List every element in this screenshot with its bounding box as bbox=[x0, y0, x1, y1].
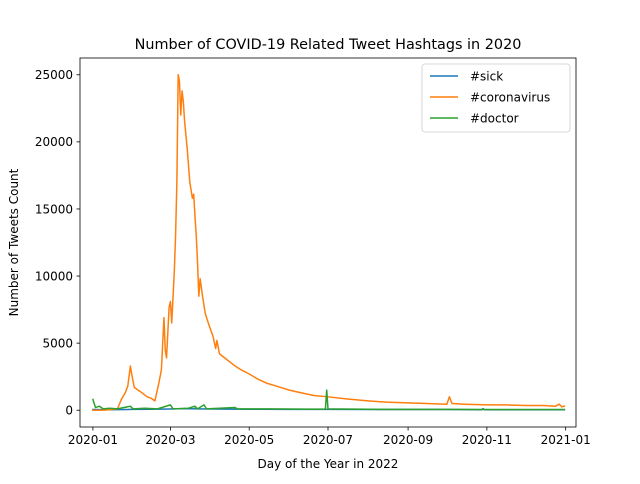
legend-label: #sick bbox=[470, 69, 503, 83]
y-tick-label: 0 bbox=[65, 404, 73, 418]
y-axis-label: Number of Tweets Count bbox=[7, 168, 21, 316]
series-layer bbox=[91, 74, 566, 411]
legend-entries: #sick #coronavirus #doctor bbox=[430, 69, 550, 125]
y-tick-label: 15000 bbox=[35, 202, 73, 216]
series-line-coronavirus bbox=[92, 74, 566, 411]
x-tick-label: 2021-01 bbox=[541, 433, 591, 447]
x-tick-label: 2020-09 bbox=[383, 433, 433, 447]
legend-label: #coronavirus bbox=[470, 90, 550, 104]
x-axis: 2020-01 2020-03 2020-05 2020-07 2020-09 2020-… bbox=[68, 427, 591, 447]
legend-label: #doctor bbox=[470, 111, 519, 125]
x-tick-label: 2020-11 bbox=[462, 433, 512, 447]
y-tick-label: 5000 bbox=[42, 336, 73, 350]
y-axis: 0 5000 10000 15000 20000 25000 bbox=[35, 68, 80, 418]
chart-title: Number of COVID-19 Related Tweet Hashtag… bbox=[135, 37, 522, 53]
x-tick-label: 2020-03 bbox=[145, 433, 195, 447]
y-tick-label: 20000 bbox=[35, 135, 73, 149]
x-tick-label: 2020-01 bbox=[68, 433, 118, 447]
y-tick-label: 25000 bbox=[35, 68, 73, 82]
y-tick-label: 10000 bbox=[35, 269, 73, 283]
legend: #sick #coronavirus #doctor bbox=[421, 63, 571, 133]
x-tick-label: 2020-05 bbox=[224, 433, 274, 447]
series-line-doctor bbox=[91, 389, 566, 411]
x-axis-label: Day of the Year in 2022 bbox=[258, 457, 399, 471]
x-tick-label: 2020-07 bbox=[303, 433, 353, 447]
plot-frame bbox=[79, 57, 577, 428]
legend-frame bbox=[421, 63, 571, 133]
